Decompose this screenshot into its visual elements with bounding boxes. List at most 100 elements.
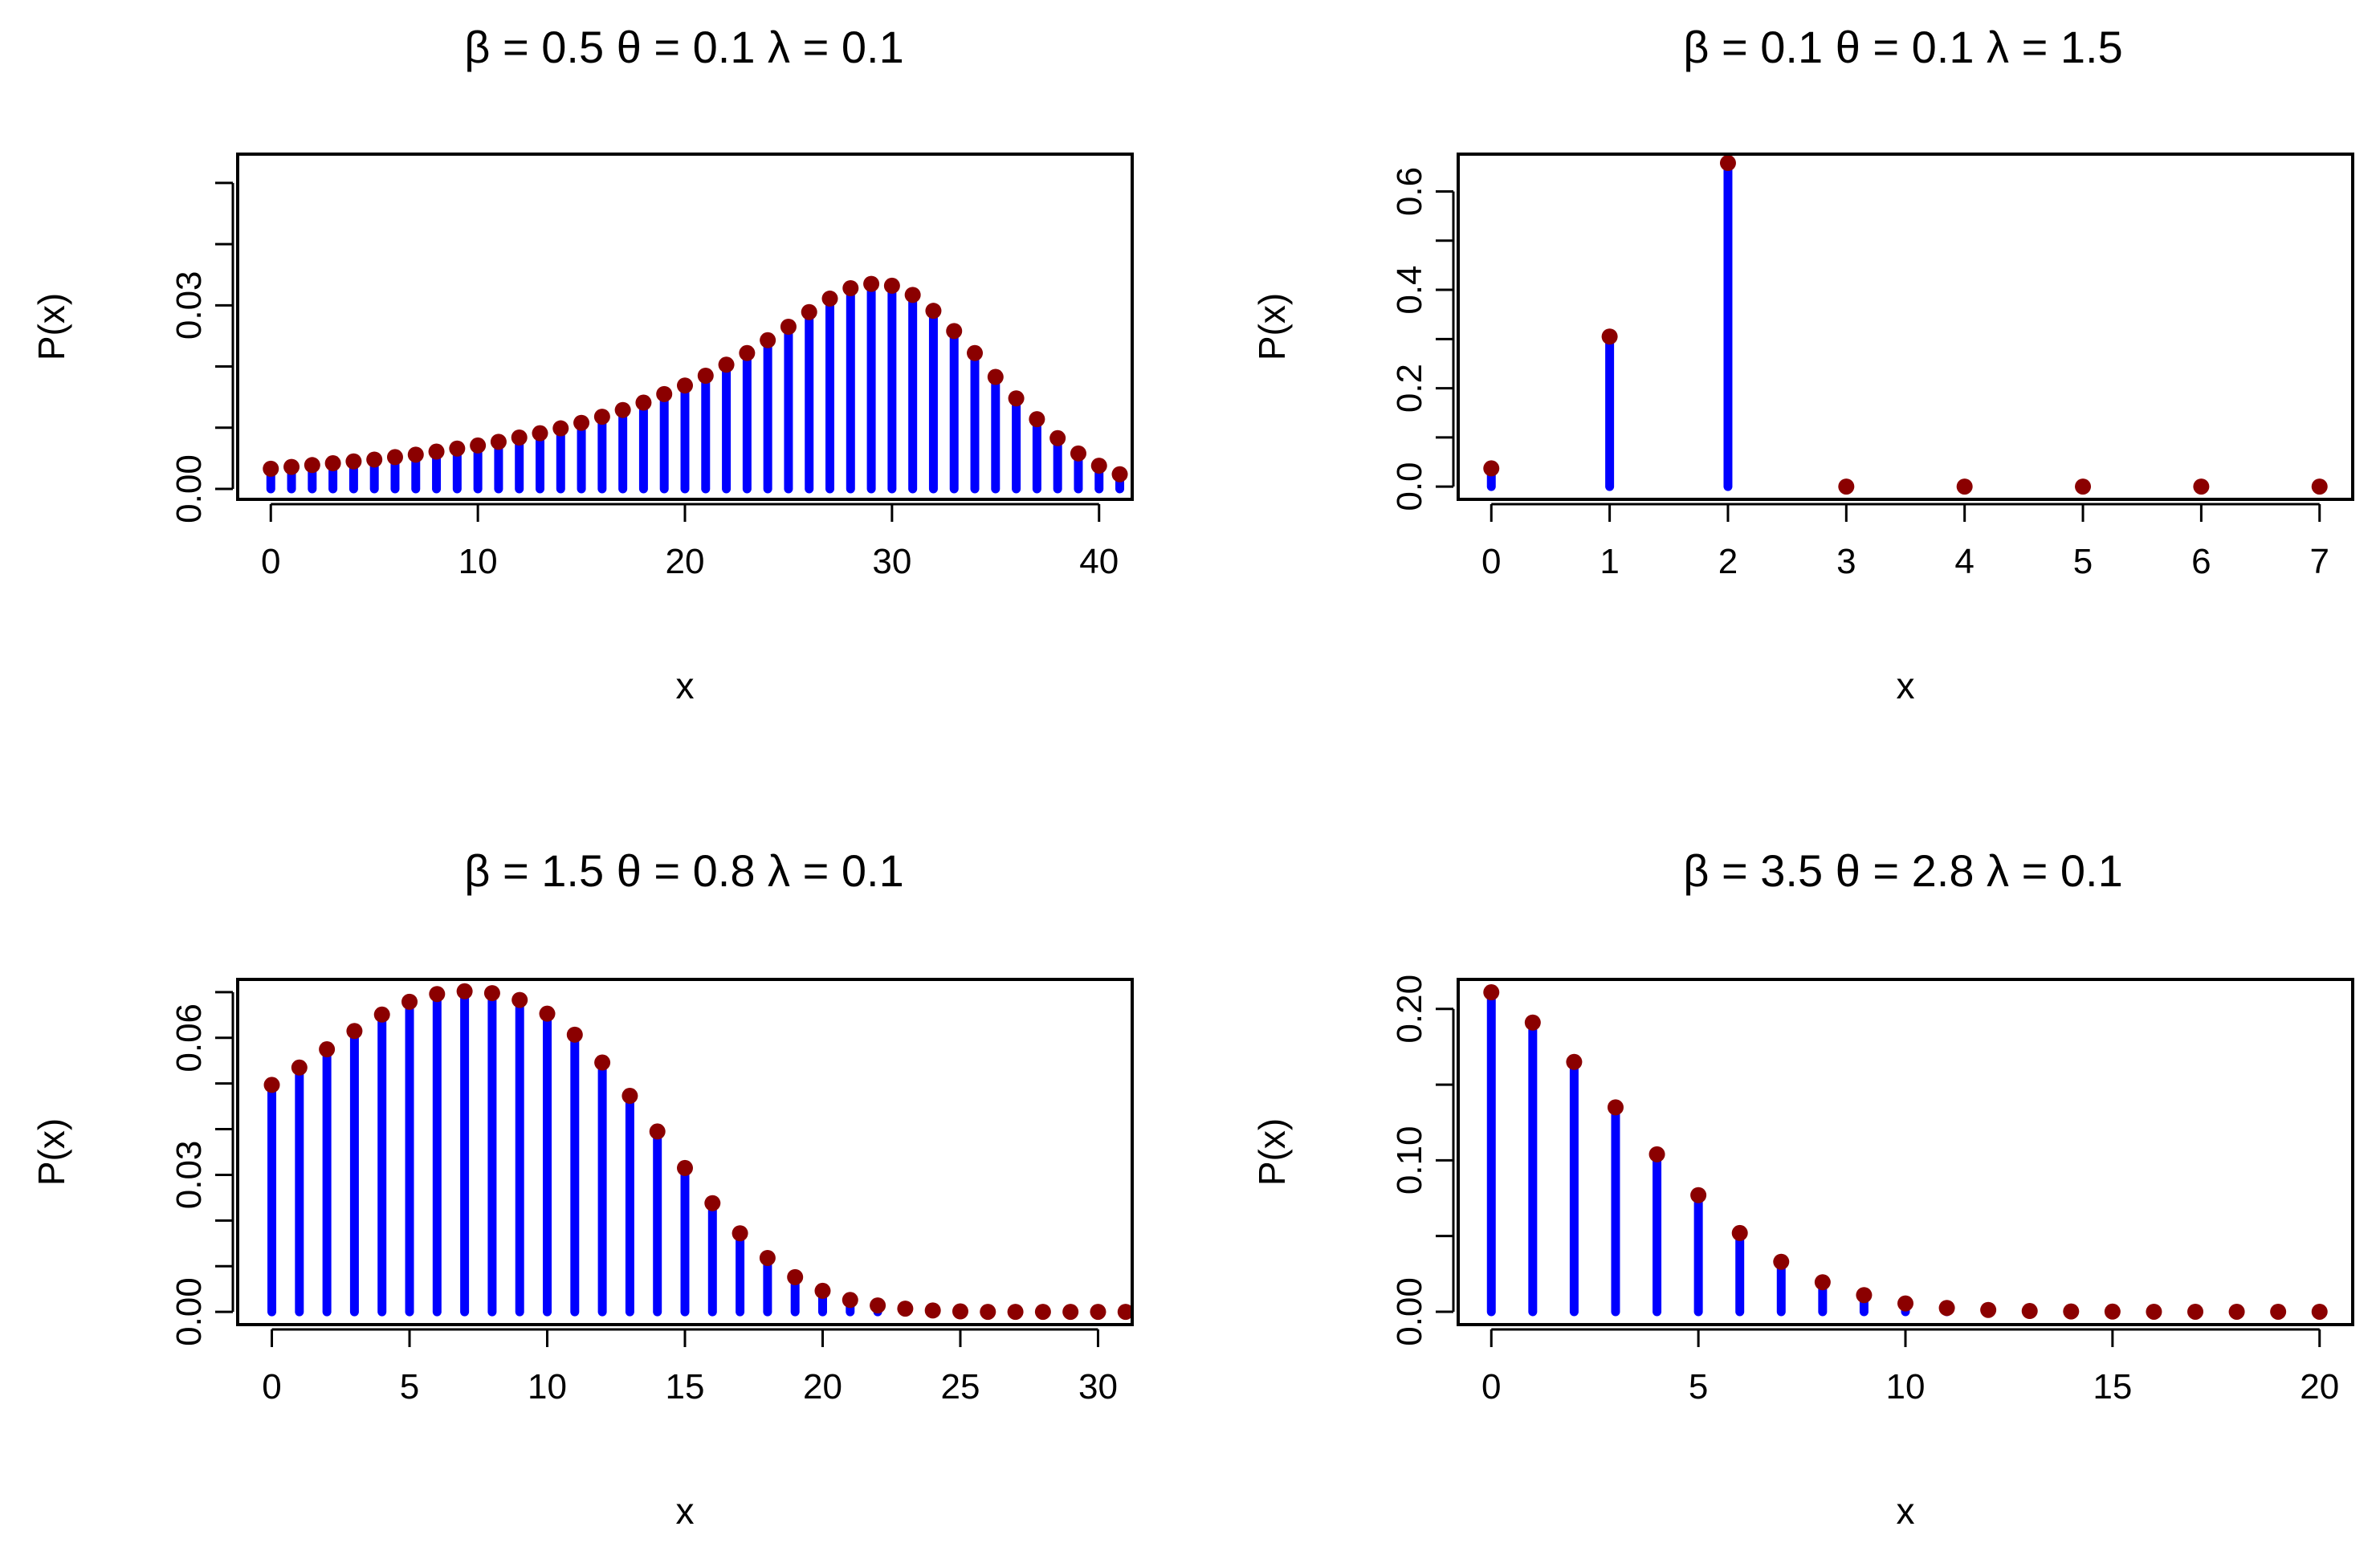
y-tick-label: 0.00 [1390, 1277, 1429, 1346]
data-point [814, 1282, 831, 1299]
data-point [2270, 1303, 2287, 1320]
data-point [319, 1041, 336, 1058]
data-point [2228, 1303, 2245, 1320]
y-tick-label: 0.06 [169, 1003, 209, 1073]
plot-area: 0 1 2 3 4 5 6 7 0.0 0.2 0.4 0.6 [1390, 155, 2329, 581]
data-point [263, 1077, 280, 1093]
x-tick-label: 0 [261, 542, 280, 581]
data-point [649, 1123, 666, 1140]
x-tick-label: 20 [803, 1367, 842, 1406]
data-point [2311, 1303, 2328, 1320]
x-tick-label: 10 [528, 1367, 567, 1406]
data-point [283, 458, 300, 475]
panel-bottom-left: β = 1.5 θ = 0.8 λ = 0.1 0 5 10 15 20 25 30 0.00… [31, 845, 1134, 1532]
data-point [511, 991, 528, 1008]
data-point [1719, 155, 1736, 172]
x-tick-label: 0 [262, 1367, 281, 1406]
data-point [1483, 460, 1500, 477]
data-point [635, 394, 652, 411]
data-point [987, 368, 1004, 385]
data-point [780, 319, 797, 335]
panel-title: β = 1.5 θ = 0.8 λ = 0.1 [464, 845, 903, 896]
data-point [2063, 1303, 2080, 1320]
y-tick-label: 0.6 [1390, 167, 1429, 216]
data-point [1897, 1295, 1913, 1312]
data-point [449, 440, 466, 457]
data-point [2075, 478, 2092, 495]
data-point [1062, 1304, 1079, 1321]
data-point [1838, 478, 1855, 495]
data-point [2104, 1303, 2121, 1320]
data-point [1049, 429, 1066, 446]
data-point [863, 275, 880, 292]
x-tick-label: 10 [458, 542, 498, 581]
plot-area: 0 5 10 15 20 25 30 0.00 0.03 0.06 [169, 983, 1134, 1406]
data-point [401, 993, 418, 1010]
x-tick-label: 30 [872, 542, 911, 581]
data-point [1648, 1146, 1665, 1162]
data-point [407, 446, 424, 463]
panel-title: β = 3.5 θ = 2.8 λ = 0.1 [1683, 845, 2122, 896]
x-tick-label: 20 [666, 542, 705, 581]
x-tick-label: 15 [666, 1367, 705, 1406]
y-axis-title: P(x) [1251, 293, 1293, 360]
data-point [304, 457, 320, 474]
data-point [573, 414, 590, 431]
x-tick-label: 5 [2073, 542, 2093, 581]
data-point [897, 1301, 914, 1317]
data-point [1008, 390, 1025, 407]
y-tick-label: 0.00 [169, 454, 209, 523]
data-point [291, 1059, 308, 1076]
plot-frame [236, 978, 1134, 1326]
data-point [1690, 1187, 1707, 1203]
data-point [429, 986, 446, 1003]
y-tick-label: 0.00 [169, 1277, 209, 1346]
y-tick-label: 0.03 [169, 1141, 209, 1210]
data-point [566, 1026, 583, 1043]
data-point [539, 1005, 556, 1022]
data-point [697, 367, 714, 384]
x-tick-label: 10 [1886, 1367, 1926, 1406]
data-point [373, 1006, 390, 1023]
data-point [732, 1225, 748, 1242]
data-point [925, 303, 942, 320]
data-point [428, 443, 445, 460]
x-tick-label: 7 [2309, 542, 2329, 581]
data-point [759, 1249, 776, 1266]
x-tick-label: 5 [1689, 1367, 1708, 1406]
plot-area: 0 10 20 30 40 0.00 0.03 [169, 181, 1128, 581]
data-point [760, 332, 776, 348]
data-point [924, 1302, 941, 1319]
data-point [552, 420, 569, 437]
y-tick-label: 0.10 [1390, 1126, 1429, 1195]
data-point [677, 1159, 693, 1176]
data-point [483, 985, 500, 1002]
data-point [1814, 1274, 1831, 1291]
data-point [593, 409, 610, 425]
data-point [952, 1303, 968, 1320]
data-point [2021, 1303, 2038, 1320]
data-point [801, 303, 817, 320]
data-point [1607, 1099, 1624, 1116]
data-point [490, 434, 507, 450]
plot-frame [236, 153, 1134, 501]
data-point [1938, 1300, 1955, 1317]
data-point [621, 1088, 638, 1105]
data-point [1773, 1253, 1790, 1270]
panel-top-left: β = 0.5 θ = 0.1 λ = 0.1 0 10 20 30 40 0.00 0.0… [31, 22, 1134, 706]
y-tick-label: 0.03 [169, 271, 209, 340]
x-tick-label: 4 [1954, 542, 1974, 581]
panel-title: β = 0.1 θ = 0.1 λ = 1.5 [1683, 22, 2122, 72]
x-axis-title: x [676, 1490, 695, 1532]
data-point [1601, 328, 1618, 345]
data-point [967, 344, 984, 361]
x-tick-label: 15 [2093, 1367, 2132, 1406]
data-point [870, 1297, 886, 1314]
data-point [1007, 1304, 1024, 1321]
panel-title: β = 0.5 θ = 0.1 λ = 0.1 [464, 22, 903, 72]
data-point [1856, 1287, 1873, 1304]
data-point [1566, 1053, 1583, 1070]
data-point [2187, 1303, 2204, 1320]
data-point [883, 277, 900, 294]
